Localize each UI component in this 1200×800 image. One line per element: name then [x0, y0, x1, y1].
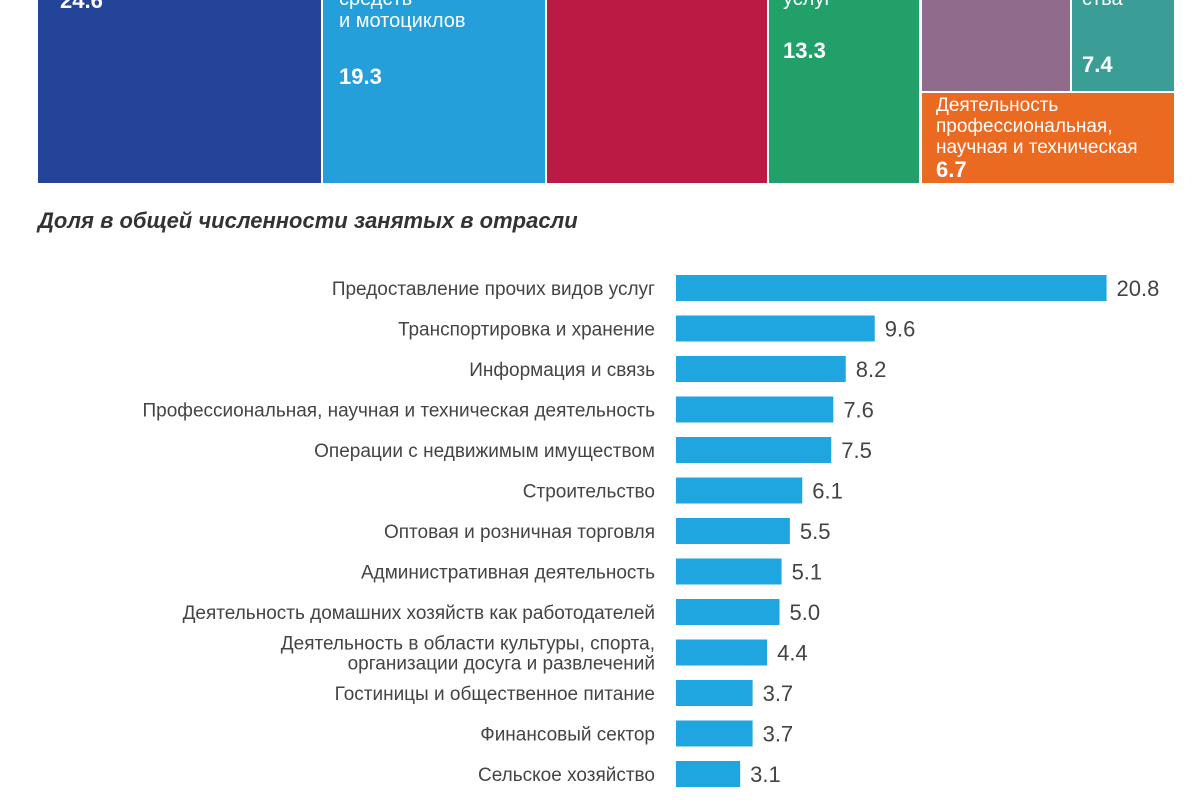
- category-label-8: Административная деятельность: [361, 563, 655, 584]
- bar-value-label-3: 8.2: [856, 357, 887, 382]
- bar-value-label-7: 5.5: [800, 519, 831, 544]
- bar-2: [676, 315, 875, 342]
- category-label-7: Оптовая и розничная торговля: [384, 522, 655, 543]
- bar-6: [676, 477, 803, 504]
- bar-5: [676, 437, 832, 463]
- bar-10: [676, 639, 768, 666]
- bar-8: [676, 558, 782, 585]
- bar-11: [676, 680, 753, 706]
- treemap-cell-7-label: Деятельность профессиональная, научная и…: [936, 95, 1138, 158]
- category-label-1: Предоставление прочих видов услуг: [332, 279, 655, 300]
- category-label-12: Финансовый сектор: [480, 725, 655, 746]
- bar-1: [676, 275, 1107, 301]
- category-label-5: Операции с недвижимым имуществом: [314, 441, 655, 462]
- bar-7: [676, 518, 790, 544]
- category-label-13: Сельское хозяйство: [478, 765, 655, 786]
- treemap-cell-2-label: средств и мотоциклов: [339, 0, 466, 32]
- treemap-cell-6: ства 7.4: [1072, 0, 1174, 91]
- category-label-3: Информация и связь: [469, 360, 655, 381]
- bar-12: [676, 720, 753, 747]
- treemap-cell-7: Деятельность профессиональная, научная и…: [922, 93, 1174, 183]
- category-label-6: Строительство: [523, 482, 655, 503]
- bar-value-label-4: 7.6: [843, 398, 874, 423]
- bar-3: [676, 356, 846, 382]
- bar-4: [676, 396, 834, 423]
- treemap-cell-1: 24.6: [38, 0, 321, 183]
- treemap-cell-4-label: услуг: [783, 0, 832, 10]
- bar-9: [676, 599, 780, 625]
- bar-value-label-13: 3.1: [750, 762, 781, 787]
- treemap-cell-7-value: 6.7: [936, 157, 967, 182]
- treemap-cell-2: средств и мотоциклов 19.3: [323, 0, 545, 183]
- treemap-cell-1-value: 24.6: [60, 0, 103, 13]
- category-label-9: Деятельность домашних хозяйств как работ…: [183, 603, 655, 624]
- bar-value-label-10: 4.4: [777, 641, 808, 666]
- treemap-cell-6-label: ства: [1082, 0, 1123, 10]
- bar-value-label-9: 5.0: [790, 600, 821, 625]
- category-label-4: Профессиональная, научная и техническая …: [143, 401, 656, 422]
- category-label-10: Деятельность в области культуры, спорта,…: [281, 634, 655, 675]
- bar-value-label-8: 5.1: [792, 560, 823, 585]
- bar-value-label-5: 7.5: [841, 438, 872, 463]
- treemap-cell-3: [547, 0, 767, 183]
- treemap-cell-2-value: 19.3: [339, 64, 382, 89]
- bar-value-label-2: 9.6: [885, 317, 916, 342]
- bar-13: [676, 761, 741, 787]
- bar-value-label-1: 20.8: [1117, 276, 1160, 301]
- treemap-cell-5: [922, 0, 1070, 91]
- treemap-cell-6-value: 7.4: [1082, 52, 1113, 77]
- treemap-cell-4: услуг 13.3: [769, 0, 919, 183]
- bar-value-label-11: 3.7: [763, 681, 794, 706]
- bar-value-label-12: 3.7: [763, 722, 794, 747]
- section-title: Доля в общей численности занятых в отрас…: [38, 208, 578, 233]
- category-label-2: Транспортировка и хранение: [398, 320, 655, 341]
- category-label-11: Гостиницы и общественное питание: [335, 684, 655, 705]
- treemap-cell-4-value: 13.3: [783, 38, 826, 63]
- bar-value-label-6: 6.1: [812, 479, 843, 504]
